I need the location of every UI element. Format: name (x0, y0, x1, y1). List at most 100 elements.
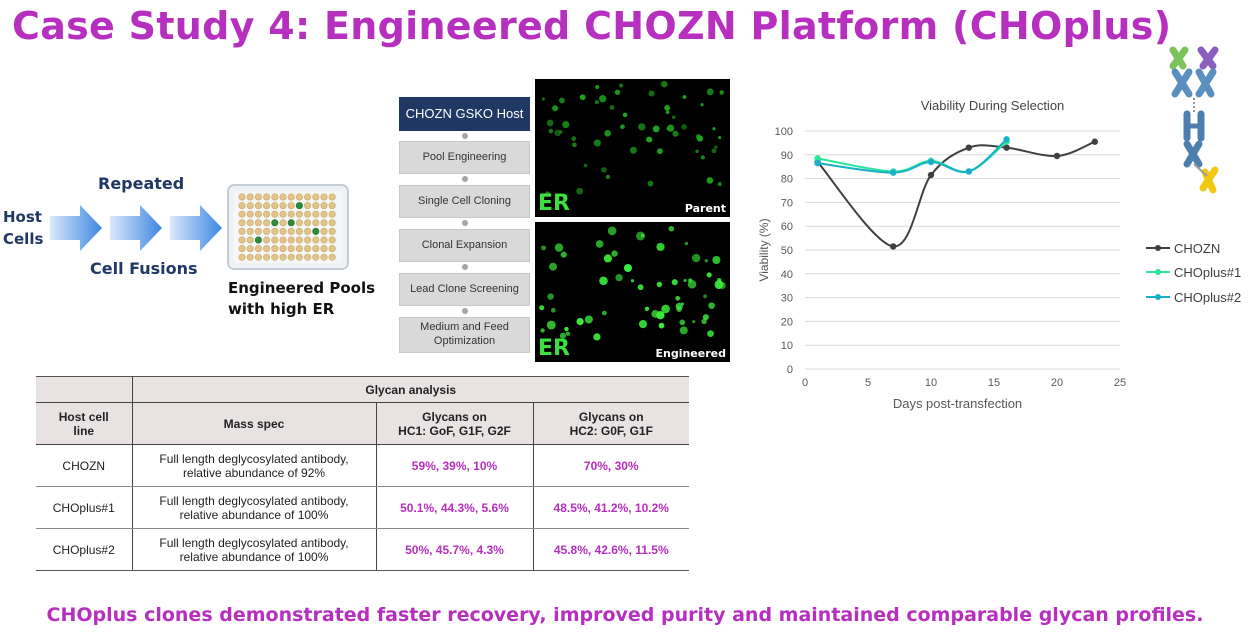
cell-dot (584, 315, 593, 324)
cell-dot (717, 181, 722, 187)
cell-dot (680, 302, 685, 306)
corner-cell (36, 376, 133, 403)
cell-dot (664, 104, 671, 111)
cell-dot (671, 279, 678, 286)
cell-dot (682, 95, 687, 99)
cell-dot (583, 163, 588, 168)
slide-title: Case Study 4: Engineered CHOZN Platform … (12, 4, 1172, 48)
cell-dot (603, 254, 612, 263)
footer-conclusion: CHOplus clones demonstrated faster recov… (46, 604, 1204, 626)
cell-dot (595, 240, 604, 248)
cell-dot (679, 326, 688, 335)
well (328, 210, 336, 218)
cell-dot (546, 320, 556, 330)
well (238, 236, 246, 244)
cell-dot (622, 112, 628, 118)
well (304, 210, 312, 218)
host-cell: CHOZN (36, 444, 133, 487)
well (238, 202, 246, 210)
data-point (890, 243, 897, 250)
cell-dot (611, 250, 618, 257)
cell-dot (679, 319, 686, 326)
cell-dot (550, 307, 556, 313)
data-point (814, 155, 821, 162)
cell-dot (601, 167, 607, 173)
data-point (927, 171, 935, 179)
well (254, 210, 262, 218)
well (271, 227, 279, 235)
well (328, 245, 336, 253)
y-tick-label: 40 (781, 269, 793, 281)
x-tick-label: 0 (802, 377, 808, 389)
connector-dot (462, 308, 468, 314)
well (328, 202, 336, 210)
fusion-arrows (50, 205, 222, 251)
well (271, 236, 279, 244)
cell-dot (681, 124, 687, 130)
well (295, 245, 303, 253)
well (295, 202, 303, 210)
cell-dot (630, 279, 634, 283)
well (271, 253, 279, 261)
hc1-cell: 50%, 45.7%, 4.3% (376, 528, 534, 571)
cell-dot (605, 174, 611, 180)
y-axis-label: Viability (%) (757, 218, 771, 281)
cell-dot (599, 276, 608, 286)
workflow-step: Clonal Expansion (399, 229, 530, 262)
well (328, 236, 336, 244)
cell-dot (675, 295, 681, 301)
cell-dot (683, 279, 687, 283)
cell-dot (593, 333, 601, 341)
legend-marker (1155, 269, 1161, 275)
data-point (1003, 136, 1010, 143)
group-header: Glycan analysis (132, 376, 689, 403)
well (295, 253, 303, 261)
well (328, 219, 336, 227)
cell-dot (712, 127, 716, 131)
cell-dot (541, 97, 545, 101)
header-hc2: Glycans on HC2: G0F, G1F (533, 402, 689, 445)
well (246, 245, 254, 253)
cell-dot (615, 273, 623, 282)
cell-dot (704, 259, 708, 263)
well (238, 219, 246, 227)
connector-dot (462, 220, 468, 226)
legend-marker (1155, 245, 1161, 251)
engineered-pools-label: Engineered Pools with high ER (228, 279, 376, 318)
well (254, 227, 262, 235)
cell-dot (647, 180, 654, 187)
legend-label: CHOplus#1 (1174, 265, 1241, 280)
y-tick-label: 100 (775, 126, 793, 138)
cell-dot (684, 241, 689, 246)
well (287, 219, 295, 227)
data-point (814, 159, 821, 167)
header-host: Host cell line (36, 402, 133, 445)
table-row: CHOplus#1 Full length deglycosylated ant… (36, 486, 689, 529)
well (312, 245, 320, 253)
cell-dot (576, 317, 584, 326)
cell-dot (707, 330, 714, 338)
well (287, 193, 295, 201)
cell-dot (672, 130, 679, 137)
cell-dot (712, 255, 721, 265)
well (263, 227, 271, 235)
cell-dot (559, 332, 567, 339)
workflow-step: Medium and Feed Optimization (399, 317, 530, 353)
y-tick-label: 30 (781, 293, 793, 305)
hc1-cell: 50.1%, 44.3%, 5.6% (376, 486, 534, 529)
well (254, 193, 262, 201)
well (254, 219, 262, 227)
table-row: CHOplus#2 Full length deglycosylated ant… (36, 528, 689, 571)
cell-dot (706, 177, 714, 184)
well (295, 193, 303, 201)
connector-dot (462, 176, 468, 182)
cell-dot (548, 128, 554, 134)
well (320, 193, 328, 201)
cell-dot (648, 90, 655, 97)
cell-dot (706, 88, 714, 96)
repeated-label: Repeated (98, 174, 185, 193)
cell-dot (718, 136, 722, 140)
cell-dot (637, 284, 644, 291)
host-cell: CHOplus#1 (36, 486, 133, 529)
well (312, 202, 320, 210)
